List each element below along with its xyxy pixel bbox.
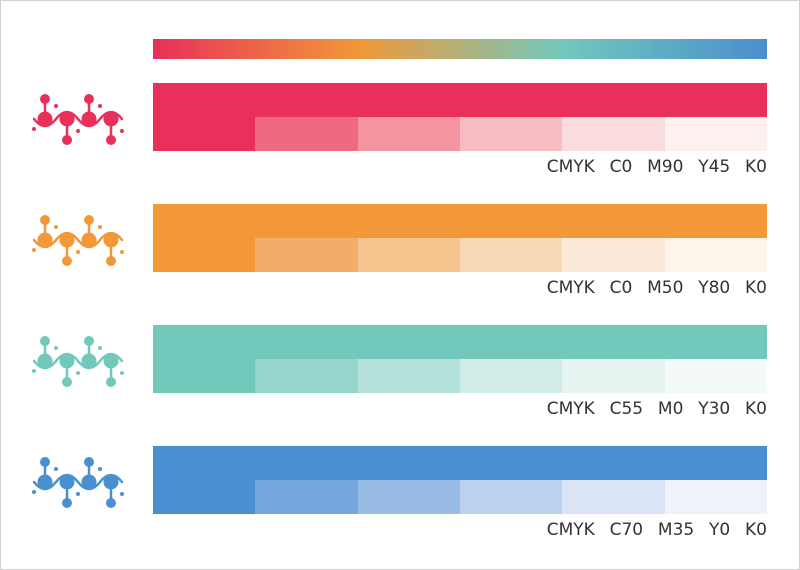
- main-color-bar: [153, 325, 767, 359]
- molecule-icon: [29, 331, 129, 391]
- molecule-icon: [29, 210, 129, 270]
- molecule-icon: [29, 452, 129, 512]
- tint-swatch: [459, 480, 563, 514]
- tint-swatch: [562, 359, 665, 393]
- cmyk-label: CMYK C0 M50 Y80 K0: [546, 278, 767, 298]
- main-color-bar: [153, 446, 767, 480]
- tint-swatch: [664, 238, 767, 272]
- main-color-bar: [153, 204, 767, 238]
- tint-swatch-row: [153, 238, 767, 272]
- tint-swatch: [255, 359, 358, 393]
- palette-section-red: CMYK C0 M90 Y45 K0: [1, 83, 800, 193]
- tint-swatch-row: [153, 359, 767, 393]
- main-color-bar: [153, 83, 767, 117]
- palette-section-orange: CMYK C0 M50 Y80 K0: [1, 204, 800, 314]
- tint-swatch: [153, 117, 256, 151]
- molecule-icon: [29, 89, 129, 149]
- tint-swatch: [357, 480, 460, 514]
- gradient-bar: [153, 39, 767, 59]
- palette-section-blue: CMYK C70 M35 Y0 K0: [1, 446, 800, 556]
- tint-swatch: [664, 117, 767, 151]
- cmyk-label: CMYK C55 M0 Y30 K0: [546, 399, 767, 419]
- tint-swatch: [357, 238, 460, 272]
- tint-swatch: [357, 359, 460, 393]
- tint-swatch: [562, 238, 665, 272]
- tint-swatch: [153, 359, 256, 393]
- tint-swatch: [562, 480, 665, 514]
- tint-swatch-row: [153, 480, 767, 514]
- tint-swatch: [459, 117, 563, 151]
- tint-swatch: [357, 117, 460, 151]
- tint-swatch: [153, 480, 256, 514]
- tint-swatch: [664, 359, 767, 393]
- tint-swatch: [255, 238, 358, 272]
- tint-swatch: [255, 480, 358, 514]
- tint-swatch: [255, 117, 358, 151]
- tint-swatch-row: [153, 117, 767, 151]
- tint-swatch: [459, 359, 563, 393]
- cmyk-label: CMYK C70 M35 Y0 K0: [546, 520, 767, 540]
- tint-swatch: [153, 238, 256, 272]
- tint-swatch: [562, 117, 665, 151]
- tint-swatch: [459, 238, 563, 272]
- cmyk-label: CMYK C0 M90 Y45 K0: [546, 157, 767, 177]
- palette-section-teal: CMYK C55 M0 Y30 K0: [1, 325, 800, 435]
- tint-swatch: [664, 480, 767, 514]
